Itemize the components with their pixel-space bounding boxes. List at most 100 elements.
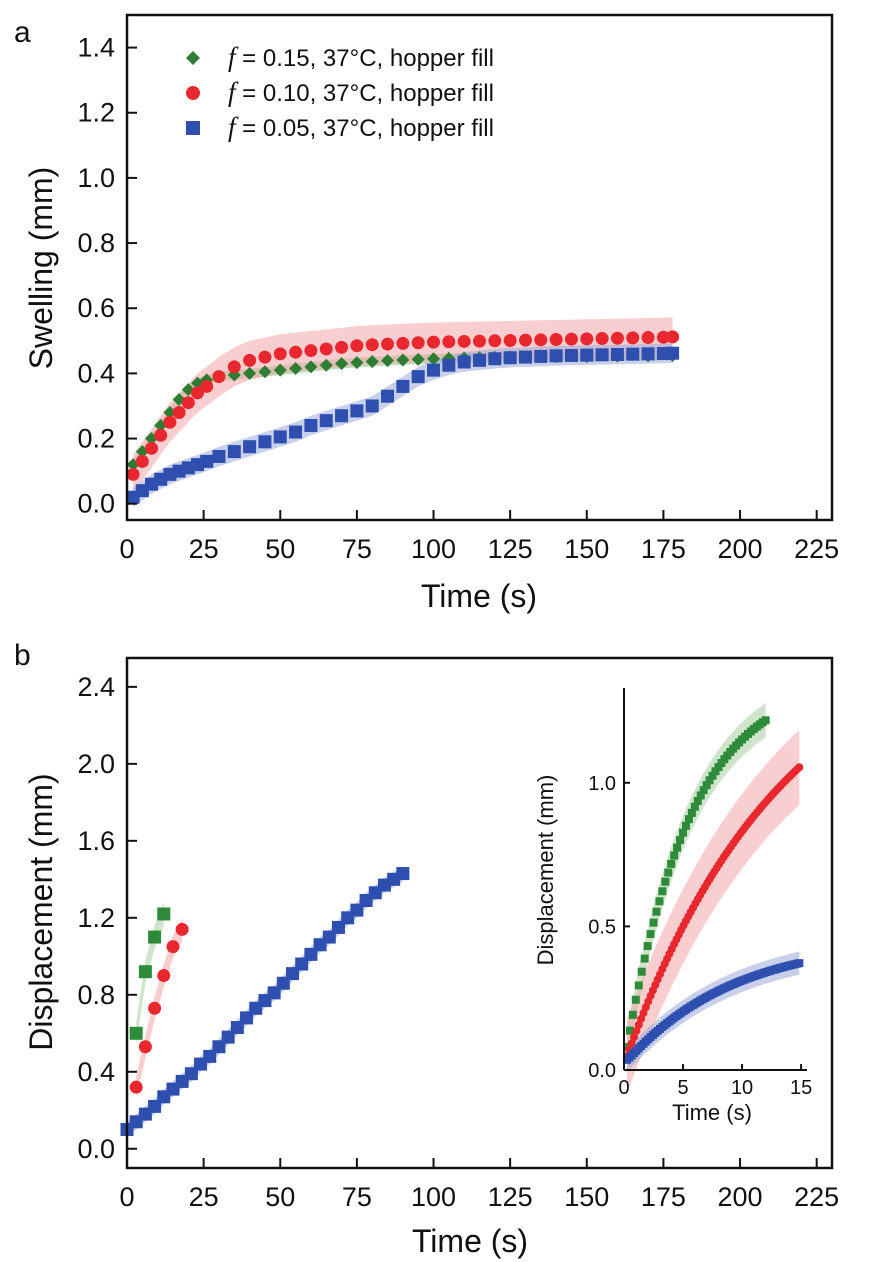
inset-series-0-point bbox=[664, 868, 673, 877]
inset-series-0-point bbox=[690, 802, 699, 811]
inset-y-axis-title: Displacement (mm) bbox=[533, 775, 558, 966]
inset-series-0-point bbox=[670, 851, 679, 860]
panel-a-x-tick-label: 0 bbox=[119, 534, 134, 564]
panel-a-series-2-point bbox=[457, 355, 471, 369]
panel-b-x-axis-title: Time (s) bbox=[412, 1223, 528, 1259]
panel-a-series-0-point bbox=[427, 352, 441, 366]
panel-a-ticks: 0 25 50 75 100 125 150 175 200 225 0.0 0.2 0.4 0.6 0.8… bbox=[77, 33, 839, 564]
legend-entry-1-label: = 0.10, 37°C, hopper fill bbox=[236, 80, 494, 107]
inset-series-0-point bbox=[661, 877, 670, 886]
inset-series-0-point bbox=[637, 967, 646, 976]
panel-a-series-1-point bbox=[610, 331, 624, 345]
panel-a-series-1-point bbox=[381, 337, 395, 351]
legend-marker-0 bbox=[186, 51, 200, 65]
panel-b-y-tick-label: 0.0 bbox=[77, 1134, 115, 1164]
panel-a-series-1-point bbox=[273, 347, 287, 361]
panel-a-series-2-point bbox=[350, 404, 364, 418]
panel-a-series-2-point bbox=[518, 350, 532, 364]
inset-x-tick-label: 0 bbox=[618, 1077, 629, 1099]
inset-series-0-point bbox=[684, 815, 693, 824]
panel-a-series-1-point bbox=[473, 334, 486, 348]
legend-entry-1-symbol: f bbox=[228, 77, 239, 107]
inset-series-0-point bbox=[696, 791, 705, 800]
panel-a-series-2-point bbox=[365, 399, 379, 413]
panel-a-series-2-point bbox=[595, 348, 609, 362]
panel-b-y-tick-label: 0.8 bbox=[77, 980, 115, 1010]
panel-b-x-tick-label: 175 bbox=[641, 1182, 686, 1212]
panel-a-x-tick-label: 150 bbox=[564, 534, 609, 564]
panel-a-series-1-point bbox=[212, 370, 226, 384]
panel-a-series-2-point bbox=[427, 363, 441, 377]
panel-b-x-tick-label: 25 bbox=[189, 1182, 219, 1212]
inset-y-tick-label: 0.5 bbox=[588, 916, 616, 938]
panel-b-series-1-point bbox=[175, 922, 189, 936]
legend-entry-0: f = 0.15, 37°C, hopper fill bbox=[228, 42, 494, 72]
panel-b-y-tick-label: 1.2 bbox=[77, 903, 115, 933]
inset-x-tick-label: 15 bbox=[790, 1077, 812, 1099]
panel-a-series-1-point bbox=[258, 350, 272, 364]
panel-b-series-0-point bbox=[129, 1026, 143, 1040]
panel-a-series-2-point bbox=[243, 440, 257, 454]
panel-a-series-1-point bbox=[518, 333, 532, 347]
panel-a-series-1-point bbox=[304, 344, 318, 358]
panel-b-x-tick-label: 0 bbox=[119, 1182, 134, 1212]
panel-a-series-0-point bbox=[243, 366, 257, 380]
inset-series-1-band bbox=[626, 729, 800, 1094]
panel-a-y-tick-label: 1.4 bbox=[77, 33, 115, 63]
panel-b-x-tick-label: 50 bbox=[265, 1182, 295, 1212]
panel-a-y-tick-label: 0.6 bbox=[77, 293, 115, 323]
panel-a-x-tick-label: 175 bbox=[641, 534, 686, 564]
inset-series-1-point bbox=[795, 763, 804, 772]
panel-a-series-2-point bbox=[319, 414, 333, 428]
panel-a-series-2-point bbox=[381, 389, 395, 403]
panel-a-plot-frame bbox=[125, 13, 834, 522]
inset-x-tick-label: 5 bbox=[677, 1077, 688, 1099]
panel-a-series-2-point bbox=[289, 425, 303, 439]
inset-series-0-point bbox=[761, 716, 770, 725]
panel-b-y-tick-label: 1.6 bbox=[77, 826, 115, 856]
panel-a-chart: a 0 25 50 75 100 125 150 175 200 2250.00.20.40.60… bbox=[14, 13, 839, 614]
legend-entry-2-symbol: f bbox=[228, 112, 239, 142]
panel-a-series-0-point bbox=[365, 355, 379, 369]
panel-b-y-tick-label: 2.0 bbox=[77, 749, 115, 779]
panel-a-series-1-point bbox=[457, 334, 471, 348]
panel-a-x-tick-label: 100 bbox=[411, 534, 456, 564]
inset-series-0-point bbox=[652, 907, 661, 916]
panel-a-series-2-point bbox=[610, 347, 624, 361]
panel-a-series-1-point bbox=[163, 415, 177, 429]
panel-b-markers bbox=[120, 867, 410, 1137]
panel-a-series-2-point bbox=[666, 346, 680, 360]
legend-entry-1: f = 0.10, 37°C, hopper fill bbox=[228, 77, 494, 107]
panel-b-x-tick-label: 150 bbox=[564, 1182, 609, 1212]
panel-a-series-0-point bbox=[258, 365, 272, 379]
panel-b-series-2-point bbox=[396, 867, 410, 881]
panel-a-series-1-point bbox=[411, 336, 425, 350]
panel-a-series-1-point bbox=[427, 335, 441, 349]
panel-a-x-tick-label: 75 bbox=[342, 534, 372, 564]
inset-series-0-point bbox=[673, 843, 682, 852]
inset-series-0-point bbox=[634, 981, 643, 990]
panel-a-series-2-point bbox=[503, 351, 517, 365]
panel-a-series-2-point bbox=[411, 370, 425, 384]
panel-b-y-tick-label: 2.4 bbox=[77, 672, 115, 702]
legend-entry-0-symbol: f bbox=[228, 42, 239, 72]
inset-series-0-point bbox=[649, 918, 658, 927]
panel-a-series-1-point bbox=[319, 342, 333, 356]
panel-a-series-1-point bbox=[181, 396, 195, 410]
panel-a-y-tick-label: 0.8 bbox=[77, 228, 115, 258]
panel-b-y-tick-label: 0.4 bbox=[77, 1057, 115, 1087]
inset-series-0-point bbox=[631, 995, 640, 1004]
panel-a-x-tick-label: 25 bbox=[189, 534, 219, 564]
inset-series-0-point bbox=[693, 796, 702, 805]
panel-b-series-1-point bbox=[138, 1040, 152, 1054]
panel-a-series-2-point bbox=[580, 348, 594, 362]
panel-a-y-tick-label: 1.0 bbox=[77, 163, 115, 193]
inset-series-0-point bbox=[676, 835, 685, 844]
panel-a-series-1-point bbox=[503, 333, 517, 347]
inset-series-2-band bbox=[626, 951, 800, 1072]
panel-a-x-tick-label: 125 bbox=[488, 534, 533, 564]
panel-a-series-0-point bbox=[381, 354, 395, 368]
panel-a-series-1-point bbox=[564, 332, 578, 346]
panel-b-series-1-point bbox=[157, 969, 171, 983]
panel-b-series-1-point bbox=[129, 1080, 143, 1094]
